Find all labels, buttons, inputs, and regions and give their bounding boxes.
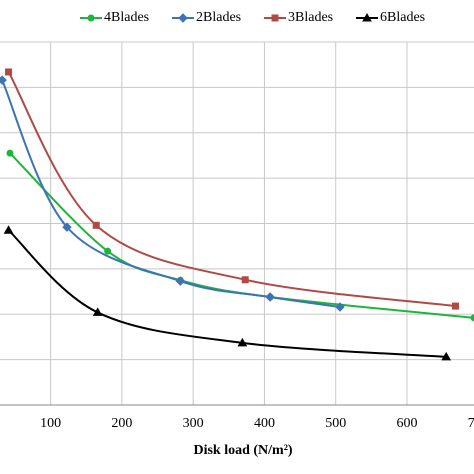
data-point	[451, 302, 459, 310]
data-point	[237, 337, 248, 347]
series-line	[1, 79, 341, 308]
data-point	[335, 302, 345, 312]
data-point	[5, 68, 13, 76]
x-tick-label: 300	[183, 416, 204, 431]
x-tick-label: 700	[468, 416, 474, 431]
x-axis-title: Disk load (N/m²)	[193, 443, 292, 458]
data-point	[175, 276, 186, 286]
x-tick-label: 100	[40, 416, 61, 431]
data-point	[3, 225, 14, 234]
legend-marker	[271, 14, 279, 22]
x-tick-label: 600	[396, 416, 417, 431]
legend-label: 2Blades	[196, 10, 241, 25]
x-tick-label: 400	[254, 416, 275, 431]
legend-marker	[87, 14, 95, 22]
data-point	[441, 351, 452, 361]
x-tick-label: 500	[325, 416, 346, 431]
data-point	[92, 221, 100, 229]
data-point	[92, 307, 103, 316]
series-line	[7, 71, 456, 308]
series-line	[9, 152, 474, 319]
legend-marker	[362, 12, 372, 22]
data-point	[0, 75, 7, 85]
legend-marker	[178, 13, 188, 23]
data-point	[6, 149, 14, 157]
data-point	[62, 222, 72, 232]
legend-label: 4Blades	[104, 10, 149, 25]
x-tick-label: 200	[111, 416, 132, 431]
series-line	[7, 229, 447, 358]
data-point	[470, 314, 474, 322]
data-point	[241, 276, 249, 284]
legend-label: 3Blades	[288, 10, 333, 25]
data-point	[104, 247, 112, 255]
data-point	[265, 292, 275, 302]
legend-label: 6Blades	[380, 10, 425, 25]
